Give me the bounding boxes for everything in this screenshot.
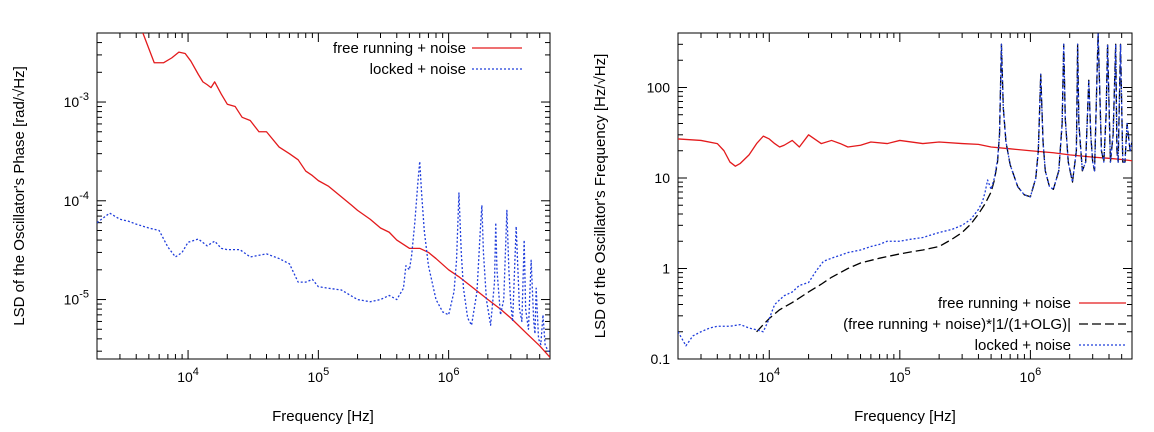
tick-marks (677, 32, 1133, 360)
y-tick-label: 10-4 (64, 190, 89, 209)
x-tick-label: 106 (1020, 366, 1042, 385)
y-tick-label: 1 (662, 260, 670, 276)
plot-frame (96, 32, 551, 360)
series-lines (97, 33, 550, 358)
series-line-1 (756, 33, 1132, 333)
y-tick-label: 10 (654, 170, 670, 186)
y-tick-label: 10-5 (64, 289, 89, 308)
series-line-1 (97, 160, 550, 352)
legend-label: locked + noise (975, 337, 1071, 354)
legend: free running + noise (free running + nois… (843, 295, 1126, 354)
y-axis-title: LSD of the Oscillator's Frequency [Hz/√H… (592, 54, 609, 339)
legend-label: free running + noise (333, 40, 466, 57)
y-axis-title: LSD of the Oscillator's Phase [rad/√Hz] (11, 66, 28, 326)
legend-label: free running + noise (938, 295, 1071, 312)
series-line-0 (678, 134, 1132, 167)
chart-phase-lsd: 104 105 106 10-5 10-4 10-3 Frequency [Hz] LSD… (11, 32, 551, 425)
chart-frequency-lsd: 104 105 106 0.1 1 10 100 Frequency [Hz] LSD of… (592, 32, 1133, 425)
series-lines (678, 33, 1132, 347)
x-axis-title: Frequency [Hz] (272, 408, 374, 425)
x-tick-label: 105 (307, 366, 329, 385)
x-tick-label: 106 (438, 366, 460, 385)
plot-frame (677, 32, 1133, 360)
x-tick-label: 104 (177, 366, 199, 385)
legend-label: locked + noise (370, 61, 466, 78)
series-line-0 (142, 33, 550, 358)
tick-labels: 104 105 106 0.1 1 10 100 (647, 79, 1042, 385)
tick-marks (96, 32, 551, 359)
legend-label: (free running + noise)*|1/(1+OLG)| (843, 316, 1071, 333)
y-tick-label: 10-3 (64, 91, 89, 110)
tick-labels: 104 105 106 10-5 10-4 10-3 (64, 91, 460, 385)
y-tick-label: 0.1 (651, 351, 671, 367)
y-tick-label: 100 (647, 79, 671, 95)
x-axis-title: Frequency [Hz] (854, 408, 956, 425)
x-tick-label: 105 (889, 366, 911, 385)
legend: free running + noise locked + noise (333, 40, 522, 78)
x-tick-label: 104 (758, 366, 780, 385)
